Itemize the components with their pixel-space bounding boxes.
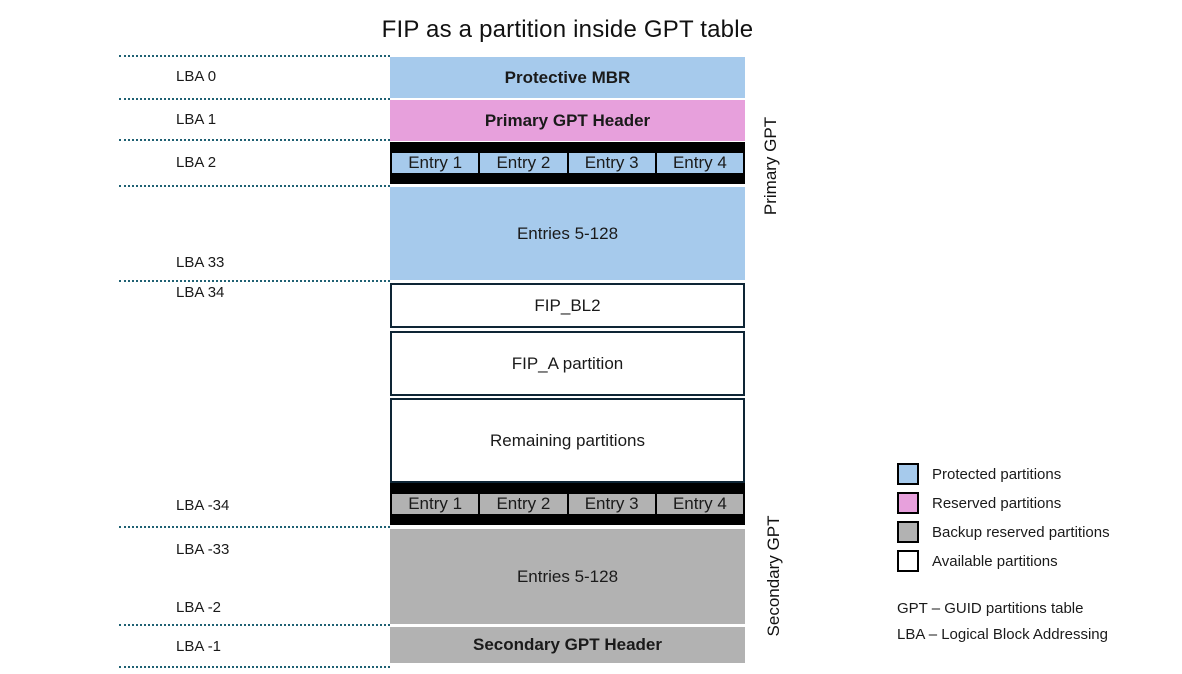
legend-item-protected: Protected partitions: [897, 463, 1061, 485]
dotted-line: [119, 526, 390, 528]
dotted-line: [119, 666, 390, 668]
lba-label-33: LBA 33: [176, 254, 225, 271]
dotted-line: [119, 280, 390, 282]
primary-gpt-section-label: Primary GPT: [761, 116, 780, 216]
lba-abbreviation-note: LBA – Logical Block Addressing: [897, 626, 1108, 643]
backup-reserved-color-swatch: [897, 521, 919, 543]
entry-cell: Entry 2: [480, 494, 567, 514]
block-secondary-entry-row: Entry 1 Entry 2 Entry 3 Entry 4: [390, 483, 745, 525]
dotted-line: [119, 185, 390, 187]
legend-label: Backup reserved partitions: [932, 523, 1110, 541]
protected-color-swatch: [897, 463, 919, 485]
block-secondary-entries-5-128: Entries 5-128: [390, 529, 745, 624]
block-primary-entry-row: Entry 1 Entry 2 Entry 3 Entry 4: [390, 142, 745, 184]
legend-label: Available partitions: [932, 552, 1058, 570]
secondary-gpt-section-label: Secondary GPT: [764, 515, 783, 637]
lba-label-m33: LBA -33: [176, 541, 230, 558]
dotted-line: [119, 139, 390, 141]
block-primary-gpt-header: Primary GPT Header: [390, 100, 745, 141]
block-remaining-partitions: Remaining partitions: [390, 398, 745, 483]
legend-item-available: Available partitions: [897, 550, 1058, 572]
legend-item-backup-reserved: Backup reserved partitions: [897, 521, 1110, 543]
lba-label-m34: LBA -34: [176, 497, 230, 514]
lba-label-m2: LBA -2: [176, 599, 222, 616]
lba-label-2: LBA 2: [176, 154, 217, 171]
dotted-line: [119, 98, 390, 100]
dotted-line: [119, 624, 390, 626]
lba-label-1: LBA 1: [176, 111, 217, 128]
block-primary-entries-5-128: Entries 5-128: [390, 187, 745, 280]
gpt-abbreviation-note: GPT – GUID partitions table: [897, 600, 1084, 617]
block-secondary-gpt-header: Secondary GPT Header: [390, 627, 745, 663]
entry-cell: Entry 4: [656, 494, 743, 514]
available-color-swatch: [897, 550, 919, 572]
dotted-line: [119, 55, 390, 57]
reserved-color-swatch: [897, 492, 919, 514]
block-fip-a-partition: FIP_A partition: [390, 331, 745, 396]
block-protective-mbr: Protective MBR: [390, 57, 745, 98]
entry-cell: Entry 3: [568, 494, 655, 514]
entry-cell: Entry 2: [480, 153, 567, 173]
lba-label-34: LBA 34: [176, 284, 225, 301]
block-fip-bl2: FIP_BL2: [390, 283, 745, 328]
entry-cell: Entry 1: [392, 494, 479, 514]
legend-label: Protected partitions: [932, 465, 1062, 483]
page-title: FIP as a partition inside GPT table: [381, 16, 754, 43]
lba-label-0: LBA 0: [176, 68, 217, 85]
entry-cell: Entry 4: [656, 153, 743, 173]
legend-label: Reserved partitions: [932, 494, 1062, 512]
lba-label-m1: LBA -1: [176, 638, 222, 655]
entry-cell: Entry 3: [568, 153, 655, 173]
legend-item-reserved: Reserved partitions: [897, 492, 1061, 514]
entry-cell: Entry 1: [392, 153, 479, 173]
